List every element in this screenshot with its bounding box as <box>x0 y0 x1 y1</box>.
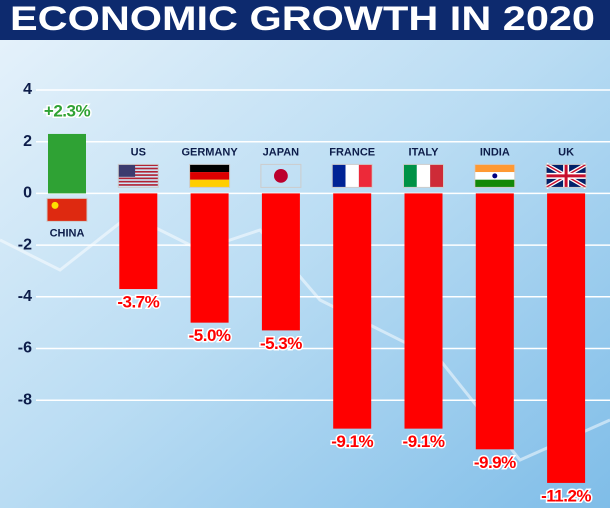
value-label: -11.2% <box>541 486 591 505</box>
value-label: +2.3% <box>44 101 91 120</box>
flag-part <box>118 174 159 176</box>
flag <box>545 162 588 190</box>
x-tick-label: UK <box>558 146 574 158</box>
x-tick-label: FRANCE <box>329 146 375 158</box>
y-tick-label: -8 <box>18 391 32 408</box>
flag-border <box>189 163 231 188</box>
flag-border <box>117 163 159 188</box>
flag <box>189 163 231 188</box>
x-tick-label: ITALY <box>409 146 440 158</box>
flag-part <box>118 184 159 186</box>
flag-part <box>118 177 159 180</box>
bar <box>547 193 586 483</box>
title-bar <box>0 0 610 40</box>
flag-part <box>118 164 159 167</box>
flag-part <box>474 179 515 188</box>
value-label: -9.1% <box>403 432 445 451</box>
bar <box>404 193 443 429</box>
chart-title: ECONOMIC GROWTH IN 2020 <box>10 0 595 38</box>
flag-part <box>546 164 587 188</box>
flag-part <box>47 198 87 222</box>
flag-part <box>430 164 444 188</box>
flag-part <box>403 164 417 188</box>
flag-part <box>118 170 159 173</box>
flag <box>403 163 444 188</box>
x-tick-label: JAPAN <box>263 146 300 158</box>
flag-border <box>474 163 516 188</box>
flag <box>46 197 88 222</box>
value-label: -9.1% <box>331 432 373 451</box>
value-label: -9.9% <box>474 453 516 472</box>
flag-part <box>416 164 431 188</box>
bar <box>119 193 158 290</box>
y-tick-label: -6 <box>18 340 32 357</box>
flag-border <box>403 163 444 188</box>
flag-part <box>345 164 359 188</box>
y-tick-label: -2 <box>18 236 32 253</box>
bar <box>261 193 300 331</box>
bar <box>333 193 372 429</box>
y-tick-label: 4 <box>23 81 32 98</box>
flag-part <box>118 164 136 177</box>
x-tick-label: INDIA <box>480 146 510 158</box>
flag-part <box>118 167 159 170</box>
flag <box>331 163 373 188</box>
bar <box>190 193 229 323</box>
flag-part <box>51 201 59 209</box>
flag-border <box>260 163 302 188</box>
flag-part <box>492 173 498 179</box>
flag-border <box>46 197 88 222</box>
flag <box>474 163 516 188</box>
flag-border <box>545 163 587 188</box>
value-label: -3.7% <box>117 293 159 312</box>
flag <box>260 163 302 188</box>
y-tick-label: 0 <box>23 185 32 202</box>
bar <box>48 133 86 194</box>
y-tick-label: 2 <box>23 133 32 150</box>
flag-part <box>474 164 515 173</box>
flag-part <box>274 169 288 183</box>
flag-part <box>189 164 230 173</box>
flag-part <box>358 164 373 188</box>
bar <box>475 193 514 450</box>
value-label: -5.3% <box>260 334 302 353</box>
x-tick-label: US <box>131 146 146 158</box>
flag-part <box>189 172 230 180</box>
flag-part <box>189 179 230 188</box>
flag <box>117 163 159 188</box>
flag-border <box>331 163 373 188</box>
y-tick-label: -4 <box>18 288 32 305</box>
flag-part <box>332 164 346 188</box>
x-tick-label: CHINA <box>50 227 85 239</box>
x-tick-label: GERMANY <box>181 146 238 158</box>
flag-part <box>118 180 159 183</box>
value-label: -5.0% <box>189 326 231 345</box>
